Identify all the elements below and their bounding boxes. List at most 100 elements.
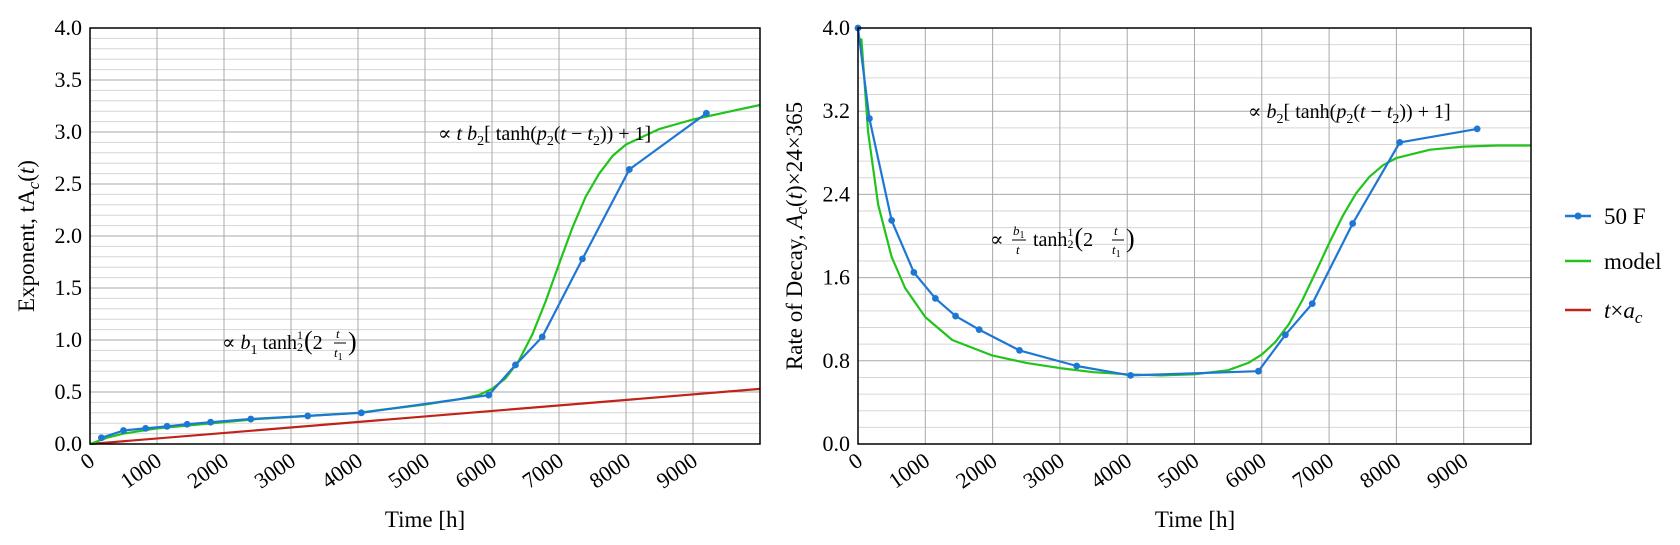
decay-x-axis-label: Time [h] [1155,507,1235,532]
exponent-data-point [357,409,365,417]
decay-y-tick-label: 1.6 [823,265,851,290]
exponent-data-point [120,427,127,434]
exponent-ticks: 0.0 0.5 1.0 1.5 2.0 2.5 3.0 3.5 4.0 0 1000 2000 3000… [55,15,702,493]
exponent-x-axis-label: Time [h] [385,507,465,532]
decay-x-tick-label: 3000 [1018,448,1068,494]
exponent-data-point [579,255,586,263]
exponent-data-point [97,434,105,442]
decay-data-point [952,312,959,320]
decay-data-point [888,217,896,224]
exponent-data-point [304,412,312,420]
svg-text:∝ t b2[ tanh(p2(t − t2)) + 1]: ∝ t b2[ tanh(p2(t − t2)) + 1] [438,123,651,149]
decay-data-point [1255,367,1262,375]
exponent-y-tick-label: 3.0 [55,119,83,144]
exponent-annotation-tanh-half: ∝ b1 tanh1 2(2 t t1 ) [222,326,357,363]
exponent-x-tick-label: 7000 [517,448,567,494]
decay-series-model-line [860,38,1531,377]
legend: 50 F model t×ac [1565,204,1662,327]
exponent-data-point [247,415,255,423]
svg-text:∝: ∝ [990,229,1004,251]
svg-text:): ) [348,327,357,356]
decay-data-point [1308,300,1316,307]
decay-ticks: 0.0 0.8 1.6 2.4 3.2 4.0 0 1000 2000 3000 4000 5000 6… [823,15,1473,493]
decay-data-point [1016,347,1023,354]
decay-data-point [1473,125,1481,133]
decay-data-point [1281,331,1289,339]
exponent-data-point [703,109,710,117]
exponent-y-axis-label: Exponent, tAc(t) [14,160,43,312]
exponent-data-point [163,422,171,430]
exponent-y-tick-label: 2.0 [55,223,83,248]
decay-plot-frame [857,27,1532,445]
exponent-x-tick-label: 8000 [584,448,634,494]
decay-rate-chart: 0.0 0.8 1.6 2.4 3.2 4.0 0 1000 2000 3000 4000 5000 6… [782,15,1532,532]
decay-annotation-tanh-shift: ∝ b2[ tanh(p2(t − t2)) + 1] [1248,101,1451,127]
exponent-x-tick-label: 2000 [182,448,232,494]
legend-entry-model: model [1565,249,1662,274]
exponent-chart: 0.0 0.5 1.0 1.5 2.0 2.5 3.0 3.5 4.0 0 1000 2000 3000… [14,15,761,532]
legend-entry-txac: t×ac [1565,298,1643,327]
legend-entry-50f: 50 F [1565,204,1646,229]
exponent-data-point [207,418,215,426]
decay-y-axis-label: Rate of Decay, Ac(t)×24×365 [782,102,811,370]
decay-grid [857,27,1531,445]
decay-x-tick-label: 6000 [1220,448,1270,494]
exponent-y-tick-label: 2.5 [55,171,83,196]
svg-text:t: t [1016,242,1020,257]
svg-text:t: t [336,326,340,341]
decay-x-tick-label: 0 [844,448,867,475]
exponent-data-point [538,333,546,341]
decay-x-tick-label: 1000 [884,448,934,494]
svg-text:∝ b2[ tanh(p2(t − t2)) + 1]: ∝ b2[ tanh(p2(t − t2)) + 1] [1248,101,1451,127]
exponent-x-tick-label: 0 [76,448,99,475]
decay-y-tick-label: 0.8 [823,348,851,373]
decay-x-tick-label: 5000 [1153,448,1203,494]
exponent-x-tick-label: 1000 [115,448,165,494]
decay-x-tick-label: 7000 [1288,448,1338,494]
decay-data-point [866,115,873,122]
exponent-y-tick-label: 0.5 [55,379,83,404]
decay-y-tick-label: 0.0 [823,431,851,456]
exponent-y-tick-label: 4.0 [55,15,83,40]
decay-data-point [1349,220,1357,227]
decay-data-point [975,326,983,333]
svg-text:t: t [1114,223,1118,238]
exponent-series-t-a-c-line [89,387,761,446]
legend-label-model: model [1604,249,1662,274]
exponent-y-tick-label: 1.5 [55,275,83,300]
exponent-x-tick-label: 3000 [249,448,299,494]
decay-data-point [1073,362,1081,370]
svg-text:t1: t1 [334,345,343,363]
svg-text:b1: b1 [1013,223,1025,241]
svg-text:t1: t1 [1112,242,1121,260]
exponent-grid [89,27,760,445]
exponent-data-point [625,166,633,173]
exponent-data-point [142,425,150,432]
decay-y-tick-label: 3.2 [823,98,851,123]
exponent-x-tick-label: 6000 [450,448,500,494]
decay-data-point [1127,371,1134,379]
exponent-data-point [183,420,191,428]
exponent-data-point [485,391,493,399]
svg-text:): ) [1126,224,1135,253]
exponent-data-point [512,361,519,369]
exponent-y-tick-label: 1.0 [55,327,83,352]
decay-x-tick-label: 4000 [1086,448,1136,494]
decay-series-50-f-line [856,27,1478,377]
legend-marker-50f [1574,212,1582,220]
decay-data-point [1396,139,1404,146]
exponent-x-tick-label: 4000 [316,448,366,494]
legend-label-txac: t×ac [1604,298,1643,327]
exponent-y-tick-label: 3.5 [55,67,83,92]
decay-y-tick-label: 2.4 [823,181,851,206]
exponent-annotation-tanh-shift: ∝ t b2[ tanh(p2(t − t2)) + 1] [438,123,651,149]
exponent-series-50-f-line [101,112,708,439]
decay-y-tick-label: 4.0 [823,15,851,40]
decay-x-tick-label: 8000 [1355,448,1405,494]
decay-data-point [931,295,939,302]
exponent-y-tick-label: 0.0 [55,431,83,456]
exponent-series [89,103,761,446]
decay-annotation-tanh-half: ∝ b1 t tanh1 2(2 t t1 ) [990,223,1135,260]
